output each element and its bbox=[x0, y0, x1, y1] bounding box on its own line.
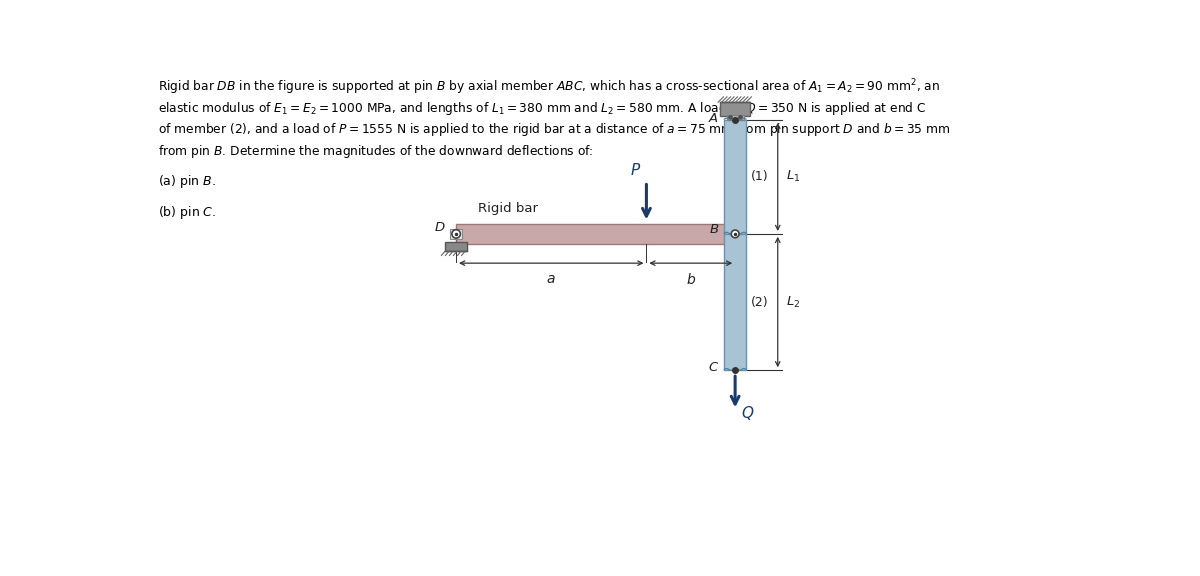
Bar bbox=[725, 120, 746, 234]
Bar bbox=[725, 234, 746, 370]
Text: $B$: $B$ bbox=[708, 223, 719, 236]
Text: (a) pin $B$.: (a) pin $B$. bbox=[157, 173, 216, 190]
Circle shape bbox=[452, 230, 461, 238]
Text: (2): (2) bbox=[751, 295, 768, 309]
Text: $L_2$: $L_2$ bbox=[786, 294, 799, 309]
Bar bbox=[720, 102, 750, 116]
Text: $D$: $D$ bbox=[434, 221, 446, 234]
Bar bbox=[450, 229, 462, 239]
Bar bbox=[445, 241, 467, 251]
Text: of member (2), and a load of $P = 1555$ N is applied to the rigid bar at a dista: of member (2), and a load of $P = 1555$ … bbox=[157, 122, 950, 138]
Text: $b$: $b$ bbox=[685, 272, 696, 287]
Text: $a$: $a$ bbox=[546, 272, 556, 286]
Text: $C$: $C$ bbox=[708, 361, 719, 374]
Bar bbox=[726, 115, 744, 120]
Text: from pin $B$. Determine the magnitudes of the downward deflections of:: from pin $B$. Determine the magnitudes o… bbox=[157, 143, 593, 161]
Bar bbox=[456, 224, 736, 244]
Text: $A$: $A$ bbox=[708, 112, 719, 125]
Text: (b) pin $C$.: (b) pin $C$. bbox=[157, 204, 216, 221]
Text: Rigid bar: Rigid bar bbox=[478, 202, 538, 215]
Text: $P$: $P$ bbox=[630, 162, 641, 177]
Text: $Q$: $Q$ bbox=[740, 404, 754, 422]
Text: (1): (1) bbox=[751, 170, 768, 183]
Circle shape bbox=[731, 230, 739, 238]
Text: Rigid bar $DB$ in the figure is supported at pin $B$ by axial member $ABC$, whic: Rigid bar $DB$ in the figure is supporte… bbox=[157, 78, 940, 97]
Text: $L_1$: $L_1$ bbox=[786, 169, 800, 184]
Text: elastic modulus of $E_1 = E_2 = 1000$ MPa, and lengths of $L_1 = 380$ mm and $L_: elastic modulus of $E_1 = E_2 = 1000$ MP… bbox=[157, 100, 926, 116]
